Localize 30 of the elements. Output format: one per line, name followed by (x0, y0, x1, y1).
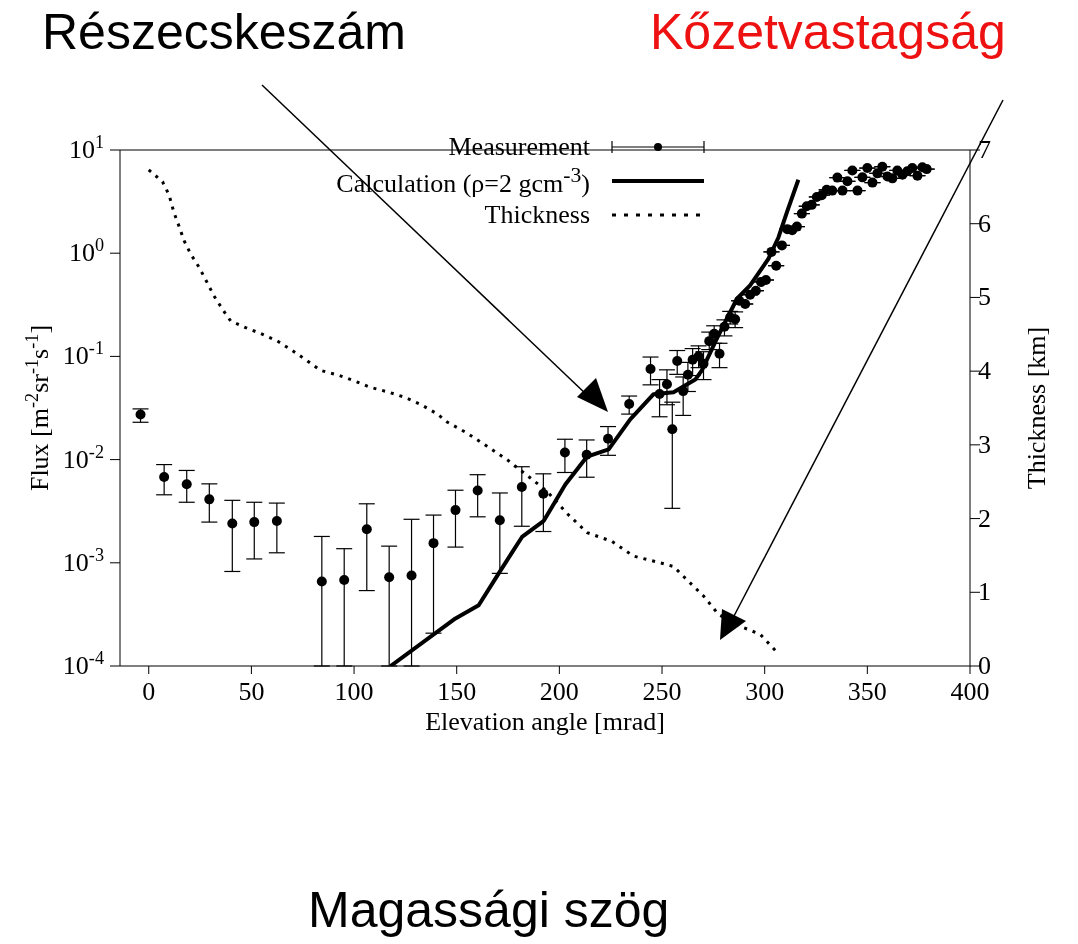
text: Kőzetvastagság (650, 3, 1006, 62)
x-tick-label: 250 (642, 677, 682, 706)
x-tick-label: 50 (238, 677, 265, 706)
x-tick-label: 0 (142, 677, 156, 706)
y2-tick-label: 2 (978, 503, 991, 533)
y2-tick-label: 1 (978, 577, 991, 607)
legend-label: Thickness (484, 200, 590, 229)
y-tick-label: 10$^{-4}$ (62, 648, 104, 680)
y2-tick-label: 3 (978, 429, 991, 459)
x-tick-label: 300 (745, 677, 785, 706)
text: Magassági szög (308, 881, 670, 940)
x-axis-title: Elevation angle [mrad] (425, 707, 665, 736)
y2-tick-label: 5 (978, 282, 991, 312)
x-tick-label: 150 (437, 677, 477, 706)
y-tick-label: 10$^{1}$ (68, 132, 104, 164)
x-tick-label: 350 (847, 677, 887, 706)
y2-tick-label: 6 (978, 208, 991, 238)
y-tick-label: 10$^{-2}$ (62, 441, 104, 474)
y-tick-label: 10$^{-1}$ (62, 338, 104, 371)
y2-axis-title: Thickness [km] (1022, 326, 1051, 490)
x-tick-label: 100 (334, 677, 374, 706)
y-tick-label: 10$^{0}$ (68, 235, 104, 268)
x-tick-label: 200 (539, 677, 579, 706)
legend-label: Measurement (448, 132, 590, 161)
y2-tick-label: 4 (978, 356, 991, 386)
y-tick-label: 10$^{-3}$ (62, 544, 104, 577)
x-tick-label: 400 (950, 677, 990, 706)
text: Részecskeszám (42, 3, 406, 62)
y2-tick-label: 0 (978, 651, 991, 680)
y2-tick-label: 7 (978, 135, 991, 164)
